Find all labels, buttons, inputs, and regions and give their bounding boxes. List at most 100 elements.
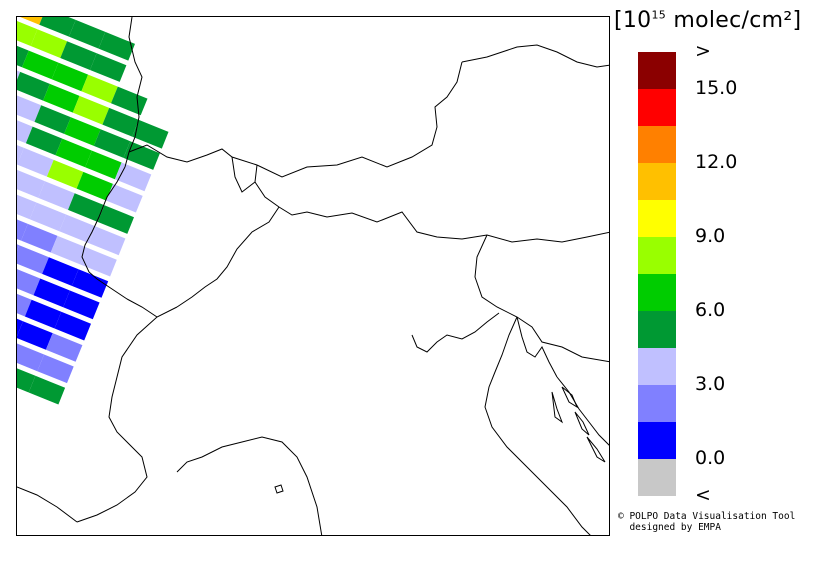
swath-pixel <box>17 21 38 46</box>
swath-pixel <box>89 226 126 256</box>
swath-pixel <box>21 223 58 253</box>
map-panel[interactable] <box>16 16 610 536</box>
legend-label: 12.0 <box>695 151 738 173</box>
swath-pixel <box>42 257 79 286</box>
swath-pixel <box>17 70 21 80</box>
legend-label: 6.0 <box>695 299 726 321</box>
island-cres <box>551 391 564 424</box>
swath-pixel <box>17 368 36 393</box>
swath-pixel <box>17 318 23 337</box>
border-lichtenstein <box>231 156 256 193</box>
swath-pixel <box>25 126 63 156</box>
swath-pixel <box>17 194 37 220</box>
swath-pixel <box>34 105 71 134</box>
swath-pixel <box>72 95 110 125</box>
swath-pixel <box>33 278 70 308</box>
legend-title: [1015 molec/cm²] <box>614 8 806 33</box>
legend-swatch <box>638 385 676 422</box>
swath-pixel <box>24 299 62 329</box>
swath-pixel <box>90 53 127 82</box>
swath-pixel <box>97 205 134 234</box>
swath-pixel <box>64 117 101 146</box>
swath-pixel <box>98 31 135 61</box>
legend-swatch <box>638 422 676 459</box>
swath-pixel <box>68 19 106 49</box>
legend-title-exponent: 15 <box>651 8 667 22</box>
legend-swatch <box>638 163 676 200</box>
legend-title-unit: molec/cm²] <box>666 8 802 33</box>
swath-pixel <box>132 119 169 149</box>
swath-pixel <box>22 50 59 80</box>
legend-label: 15.0 <box>695 77 738 99</box>
swath-pixel <box>17 321 53 350</box>
swath-pixel <box>81 74 118 104</box>
swath-pixel <box>17 245 49 274</box>
swath-pixel <box>68 193 105 222</box>
legend-swatch <box>638 89 676 126</box>
coast-croatia <box>556 376 609 446</box>
swath-pixel <box>60 41 97 70</box>
swath-pixel <box>123 141 160 170</box>
swath-pixel <box>17 120 33 144</box>
swath-pixel <box>63 290 100 320</box>
legend-swatch <box>638 311 676 348</box>
swath-pixel <box>17 269 41 296</box>
border-south-west <box>17 486 78 523</box>
legend-label: 3.0 <box>695 373 726 395</box>
legend-label: 9.0 <box>695 225 726 247</box>
legend-swatch <box>638 274 676 311</box>
credit-line-1: © POLPO Data Visualisation Tool <box>618 511 796 522</box>
swath-pixel <box>17 244 20 251</box>
swath-pixel <box>50 235 88 265</box>
map-canvas[interactable] <box>17 17 610 536</box>
island-elba <box>274 484 284 494</box>
coast-adriatic <box>484 316 591 535</box>
legend-swatch <box>638 459 676 496</box>
border-swiss-italy <box>176 206 280 308</box>
legend-swatch <box>638 52 676 89</box>
swath-pixel <box>71 269 109 298</box>
border-france-italy <box>76 306 178 523</box>
swath-pixel <box>51 62 89 92</box>
coast-istria <box>516 316 558 378</box>
swath-pixel <box>20 17 43 25</box>
swath-pixel <box>46 159 84 189</box>
border-germany-czech <box>461 44 609 68</box>
swath-pixel <box>17 147 54 177</box>
island-pag <box>586 436 606 463</box>
legend-swatch <box>638 237 676 274</box>
swath-pixel <box>17 169 45 198</box>
swath-pixel <box>17 71 50 101</box>
swath-pixel <box>17 343 45 372</box>
island-krk <box>561 386 579 409</box>
coastlines <box>176 312 609 535</box>
swath-pixel <box>54 311 91 341</box>
legend-swatch <box>638 200 676 237</box>
swath-pixel <box>38 181 75 210</box>
swath-pixel <box>85 150 122 180</box>
legend-label: > <box>695 40 711 62</box>
swath-pixel <box>102 107 139 137</box>
border-rhine <box>124 17 143 168</box>
country-borders <box>17 17 609 523</box>
border-basel-jura <box>81 166 126 280</box>
swath-pixel <box>28 375 66 405</box>
border-swiss-north <box>128 144 258 166</box>
swath-pixel <box>17 219 28 241</box>
swath-pixel <box>43 83 80 113</box>
swath-pixel <box>76 171 113 201</box>
swath-pixel <box>45 333 83 362</box>
swath-pixel <box>30 29 68 58</box>
border-france-swiss <box>96 278 158 318</box>
legend-label: < <box>695 484 711 506</box>
coast-venice <box>411 312 500 353</box>
swath-pixel <box>80 247 117 277</box>
legend-swatch <box>638 126 676 163</box>
island-rab <box>574 411 590 436</box>
swath-pixel <box>59 214 96 244</box>
swath-pixel <box>17 293 32 317</box>
swath-pixel <box>37 354 74 384</box>
border-slovenia <box>474 234 609 363</box>
credit-line-2: designed by EMPA <box>618 522 721 533</box>
swath-pixel <box>17 45 29 68</box>
